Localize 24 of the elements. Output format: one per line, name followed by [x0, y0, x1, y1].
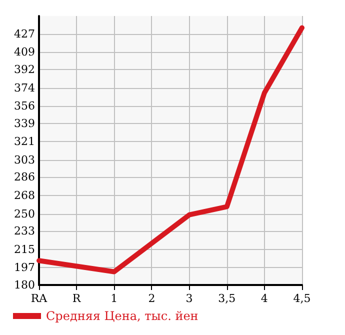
y-tick-label: 321 [14, 135, 35, 148]
y-tick-label: 197 [14, 261, 35, 274]
x-tick-label: 1 [110, 292, 118, 305]
x-tick-label: RA [30, 292, 48, 305]
x-tick-label: 3 [186, 292, 193, 305]
y-tick-label: 303 [14, 153, 35, 166]
y-tick-label: 374 [14, 81, 35, 94]
y-tick-label: 268 [14, 189, 35, 202]
y-tick-label: 286 [14, 170, 35, 184]
y-tick-label: 215 [14, 242, 35, 256]
y-tick-label: 339 [14, 116, 35, 130]
y-tick-label: 392 [14, 62, 35, 76]
legend-label: Средняя Цена, тыс. йен [46, 309, 198, 323]
y-tick-label: 233 [14, 224, 35, 238]
y-tick-label: 180 [14, 278, 35, 292]
x-tick-label: R [72, 292, 82, 305]
y-tick-label: 409 [14, 46, 35, 59]
x-tick-label: 4,5 [293, 292, 311, 305]
x-tick-label: 3,5 [218, 292, 236, 305]
y-tick-label: 427 [14, 27, 35, 40]
y-tick-label: 250 [14, 207, 35, 220]
y-tick-label: 356 [14, 100, 35, 113]
x-tick-label: 2 [148, 292, 156, 305]
x-tick-label: 4 [260, 292, 268, 305]
